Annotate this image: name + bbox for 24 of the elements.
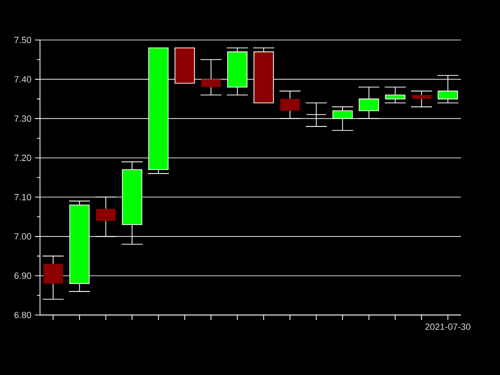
y-tick-label: 7.30 [14, 115, 32, 122]
candlestick [358, 86, 380, 119]
y-tick-label: 6.80 [14, 312, 32, 318]
candlestick [42, 256, 64, 300]
candlestick [121, 161, 144, 245]
candlestick [147, 47, 170, 174]
y-tick-label: 7.50 [14, 36, 32, 44]
y-tick-label: 7.10 [14, 194, 32, 200]
y-tick-label: 7.40 [14, 76, 32, 82]
x-tick-label: 2021-07-30 [425, 324, 470, 330]
candlestick [384, 86, 406, 104]
y-tick-label: 6.90 [14, 272, 32, 279]
candlestick [410, 90, 432, 108]
candlestick [94, 196, 117, 237]
candlestick [226, 47, 248, 96]
candlestick [279, 90, 301, 119]
candlestick [305, 102, 328, 127]
y-tick-label: 7.00 [14, 233, 32, 240]
candlestick [436, 74, 459, 104]
y-tick-label: 7.20 [14, 154, 32, 162]
candlestick [68, 200, 90, 292]
candlestick [200, 59, 222, 96]
candlestick [252, 47, 275, 104]
candlestick [332, 106, 354, 131]
